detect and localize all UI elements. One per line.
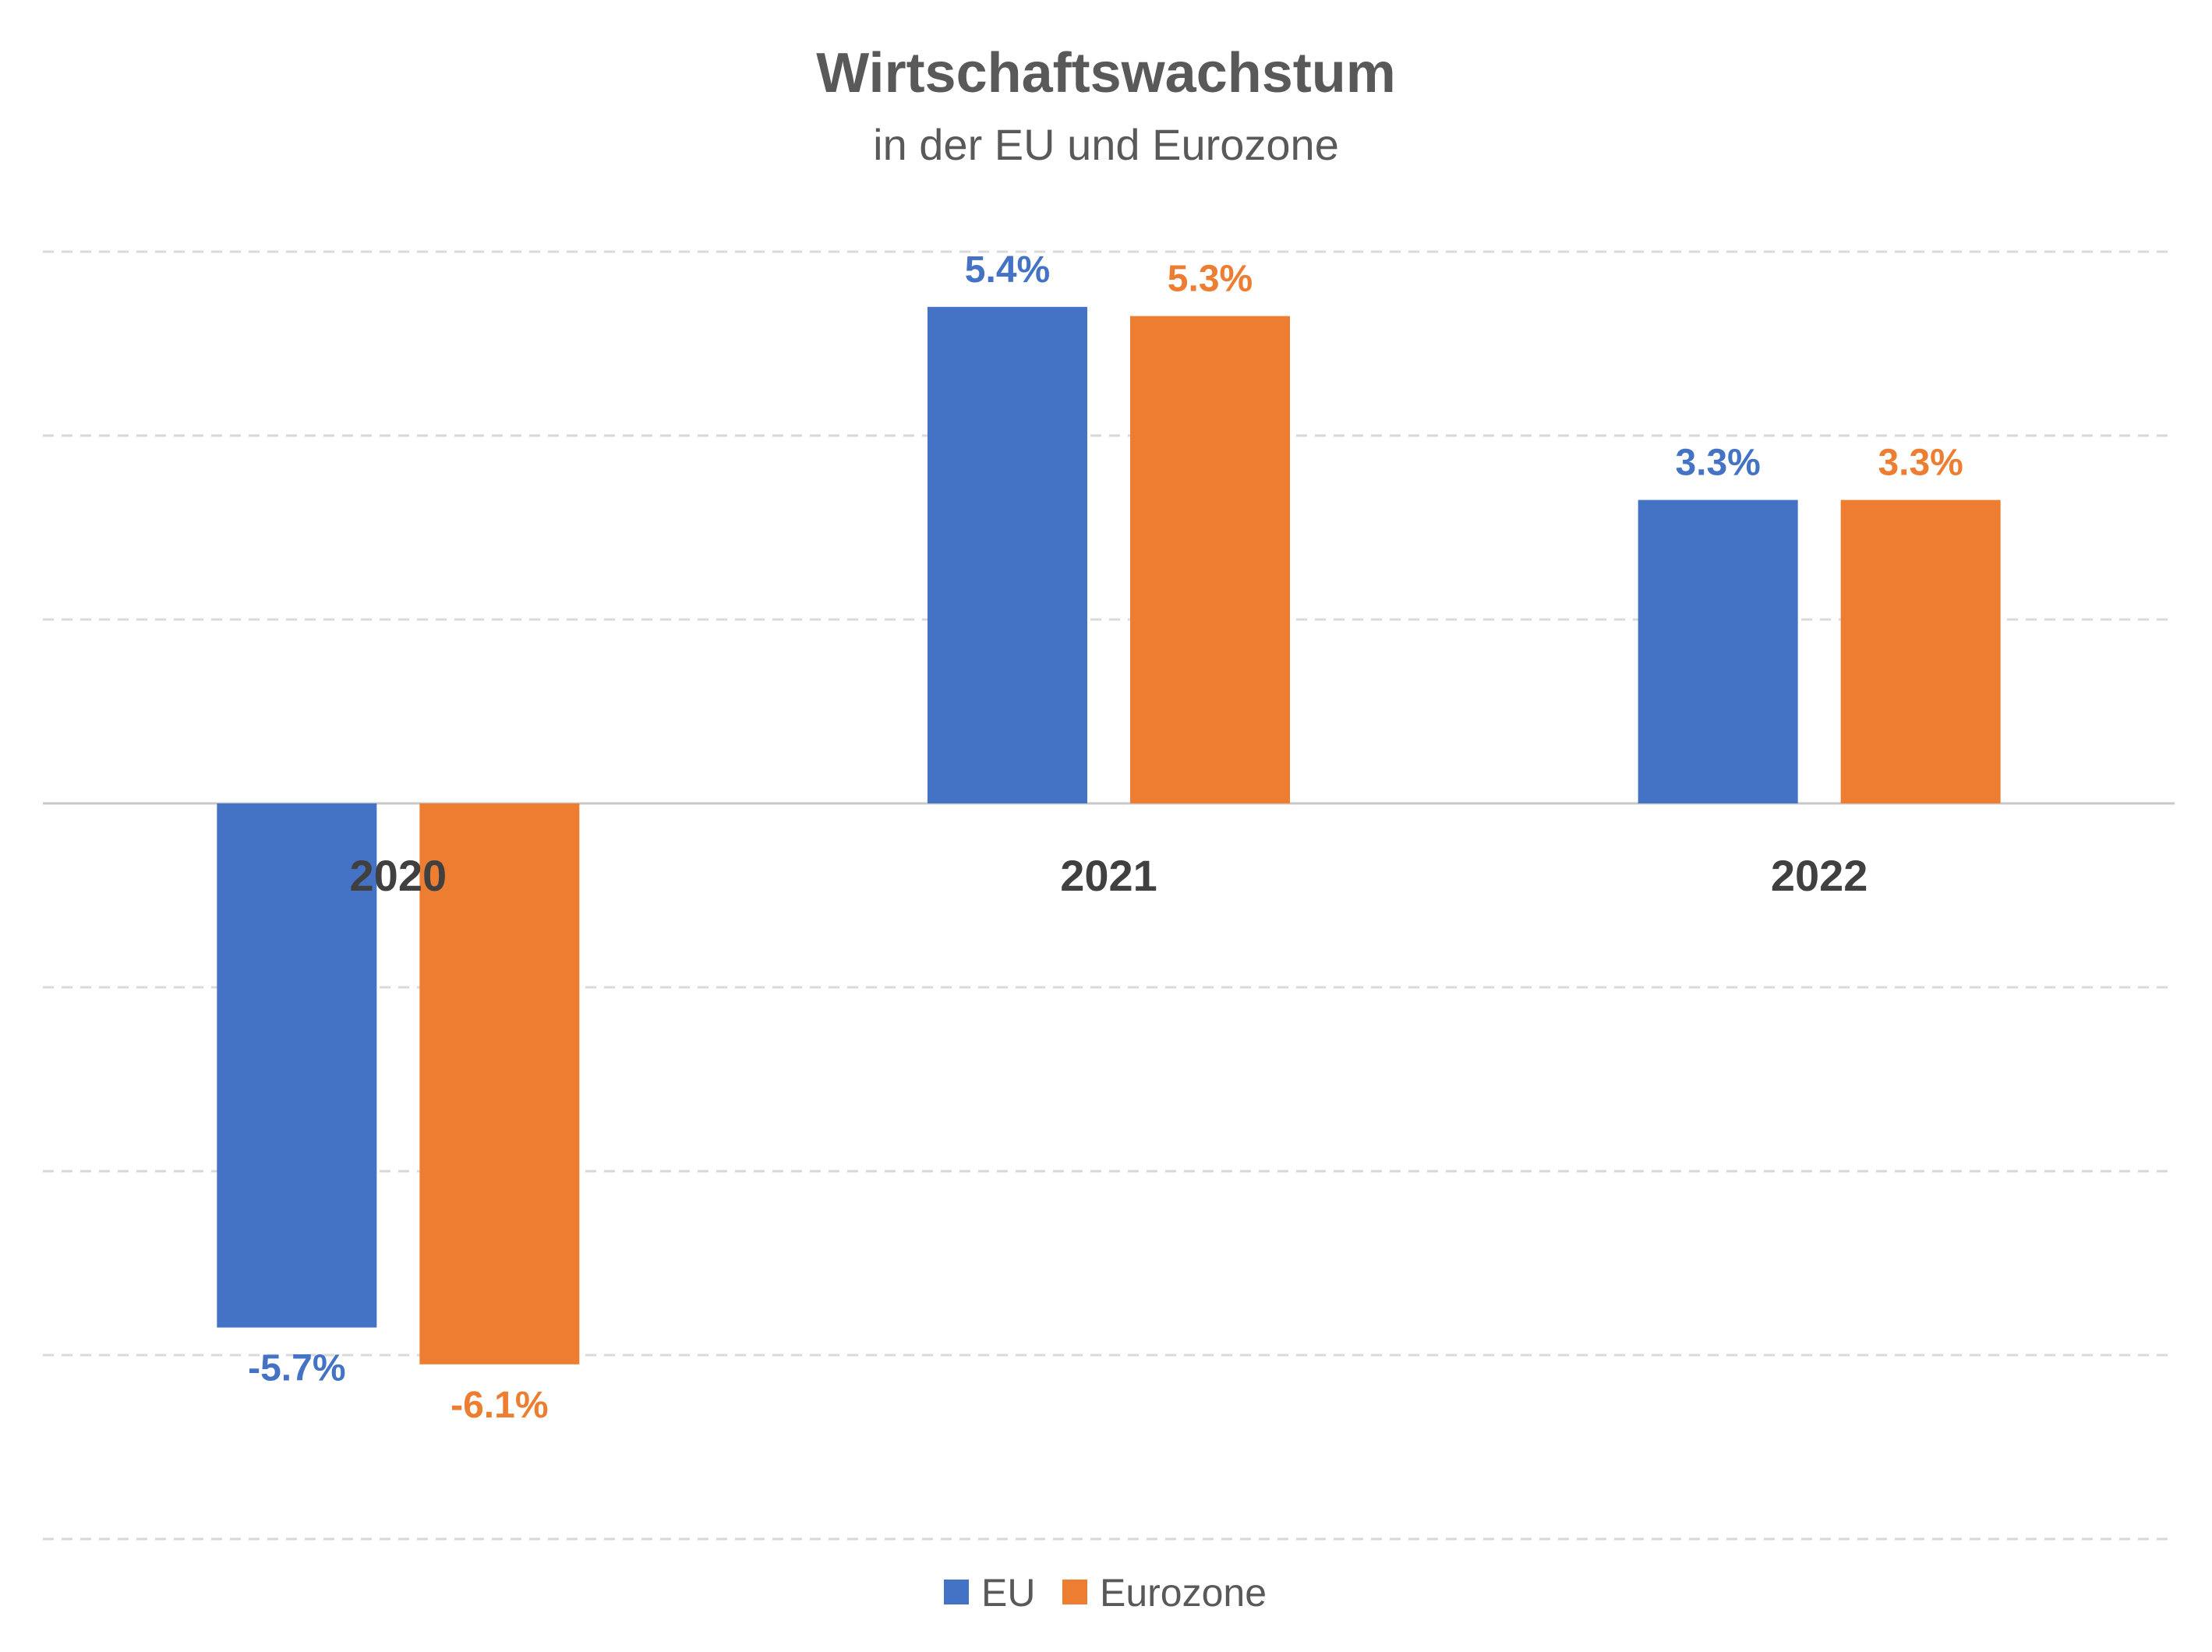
bar-eurozone-2020 xyxy=(419,803,580,1364)
category-label-2022: 2022 xyxy=(1771,851,1868,900)
data-labels: -5.7% -6.1% 5.4% 5.3% 3.3% 3.3% xyxy=(248,249,1963,1426)
legend-swatch-eu xyxy=(944,1580,969,1604)
bar-eurozone-2022 xyxy=(1840,499,2001,803)
gridlines xyxy=(43,250,2175,1541)
data-label-eurozone-2022: 3.3% xyxy=(1878,443,1963,484)
legend: EU Eurozone xyxy=(944,1571,1267,1615)
data-label-eurozone-2020: -6.1% xyxy=(451,1385,548,1426)
bar-eu-2021 xyxy=(928,306,1087,803)
bars xyxy=(217,306,2001,1364)
bar-eu-2022 xyxy=(1638,499,1798,803)
category-label-2020: 2020 xyxy=(350,851,447,900)
data-label-eurozone-2021: 5.3% xyxy=(1168,259,1253,300)
data-label-eu-2021: 5.4% xyxy=(965,249,1050,291)
data-label-eu-2022: 3.3% xyxy=(1675,443,1760,484)
chart-title: Wirtschaftswachstum xyxy=(816,42,1396,104)
bar-eu-2020 xyxy=(217,803,377,1328)
category-label-2021: 2021 xyxy=(1060,851,1157,900)
bar-eurozone-2021 xyxy=(1130,316,1290,804)
legend-label-eu: EU xyxy=(981,1571,1035,1615)
data-label-eu-2020: -5.7% xyxy=(248,1348,345,1389)
legend-label-eurozone: Eurozone xyxy=(1100,1571,1267,1615)
chart-subtitle: in der EU und Eurozone xyxy=(873,120,1339,169)
category-labels: 2020 2021 2022 xyxy=(350,851,1868,900)
legend-swatch-eurozone xyxy=(1062,1580,1087,1604)
